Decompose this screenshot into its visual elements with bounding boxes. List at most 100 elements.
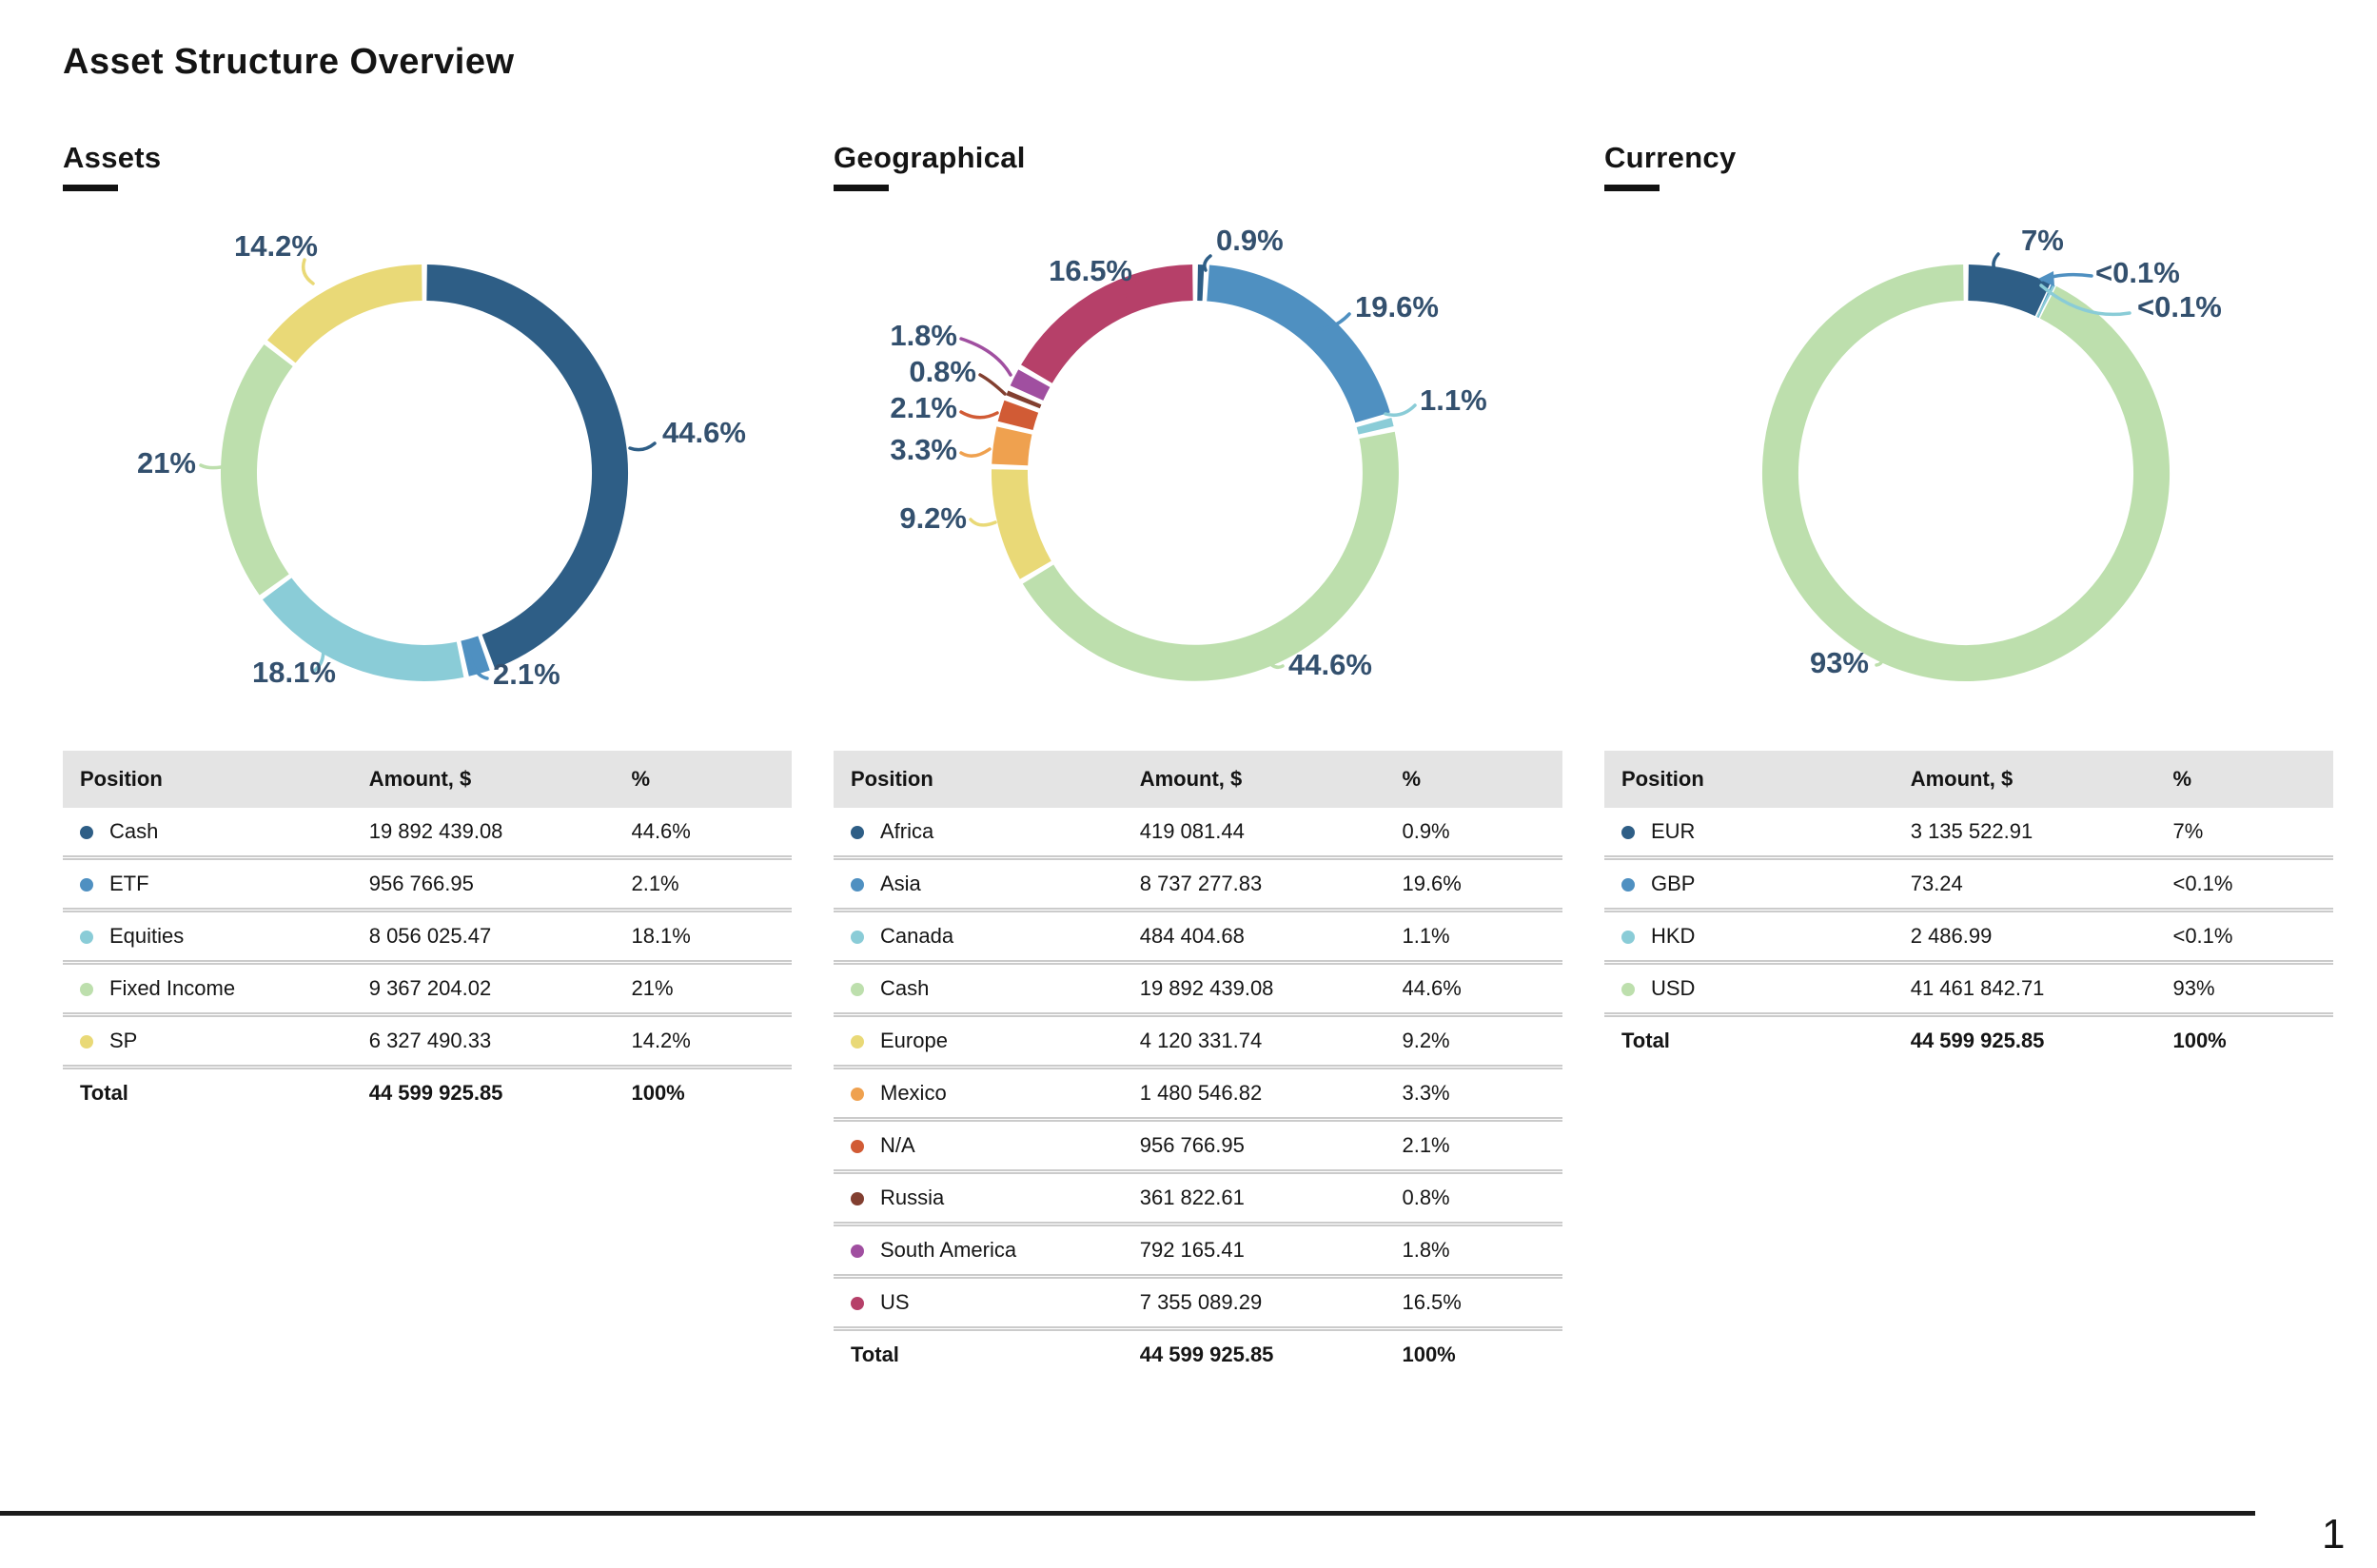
- amount-cell: 1 480 546.82: [1139, 1067, 1403, 1120]
- currency-table: Position Amount, $% EUR 3 135 522.91 7% GBP 73…: [1604, 751, 2333, 1065]
- donut-percent-label: 18.1%: [252, 656, 336, 689]
- amount-cell: 8 056 025.47: [368, 910, 632, 963]
- label-leader-line: [1315, 312, 1351, 331]
- column-header: Position: [834, 751, 1140, 808]
- series-color-dot: [851, 1245, 864, 1258]
- series-color-dot: [851, 1140, 864, 1153]
- position-cell: Fixed Income: [63, 962, 369, 1015]
- label-leader-line: [468, 654, 489, 680]
- amount-cell: 7 355 089.29: [1139, 1276, 1403, 1329]
- table-row: Russia 361 822.61 0.8%: [834, 1171, 1562, 1225]
- amount-cell: 956 766.95: [1139, 1119, 1403, 1172]
- amount-cell: 361 822.61: [1139, 1171, 1403, 1225]
- series-color-dot: [80, 931, 93, 944]
- table-total-row: Total 44 599 925.85 100%: [834, 1328, 1562, 1379]
- label-leader-line: [978, 373, 1007, 396]
- percent-cell: 93%: [2172, 962, 2333, 1015]
- table-row: ETF 956 766.95 2.1%: [63, 857, 792, 911]
- donut-chart-geographical: 0.9% 19.6% 1.1% 44.6% 9.2% 3.3% 2.1%0.8%1.8% 16…: [890, 224, 1486, 681]
- column-header: %: [631, 751, 792, 808]
- position-cell: South America: [834, 1224, 1140, 1277]
- position-cell: Canada: [834, 910, 1140, 963]
- label-leader-line: [969, 518, 997, 527]
- position-label: Mexico: [880, 1081, 947, 1105]
- series-color-dot: [851, 1297, 864, 1310]
- table-row: USD 41 461 842.71 93%: [1604, 962, 2333, 1015]
- donut-segment-mexico: [992, 426, 1032, 466]
- series-color-dot: [1621, 931, 1635, 944]
- total-label-cell: Total: [63, 1067, 369, 1117]
- donut-segment-cash: [1022, 431, 1399, 681]
- series-color-dot: [851, 826, 864, 839]
- geographical-table: Position Amount, $% Africa 419 081.44 0.9% As…: [834, 751, 1562, 1379]
- total-amount-cell: 44 599 925.85: [1910, 1014, 2173, 1065]
- percent-cell: 16.5%: [1402, 1276, 1562, 1329]
- series-color-dot: [80, 1035, 93, 1049]
- label-leader-line: [959, 447, 992, 458]
- position-label: USD: [1651, 976, 1696, 1000]
- donut-segment-russia: [1006, 390, 1042, 409]
- table-row: US 7 355 089.29 16.5%: [834, 1276, 1562, 1329]
- amount-cell: 3 135 522.91: [1910, 808, 2173, 858]
- position-label: Equities: [109, 924, 185, 948]
- series-color-dot: [851, 983, 864, 996]
- column-header: %: [1402, 751, 1562, 808]
- percent-cell: 3.3%: [1402, 1067, 1562, 1120]
- donut-segment-etf: [461, 636, 490, 676]
- donut-segment-eur: [1967, 265, 2051, 317]
- series-color-dot: [851, 878, 864, 892]
- label-leader-line: [1120, 275, 1139, 299]
- label-leader-line: [1992, 252, 2000, 274]
- percent-cell: 18.1%: [631, 910, 792, 963]
- position-cell: SP: [63, 1014, 369, 1068]
- section-currency: Currency 7% <0.1% <0.1% 93% Position Amount,…: [1604, 143, 2333, 1065]
- column-header: %: [2172, 751, 2333, 808]
- donut-percent-label: 21%: [137, 446, 196, 480]
- donut-percent-label: 2.1%: [493, 657, 560, 691]
- donut-percent-label: 7%: [2021, 224, 2064, 257]
- donut-percent-label: 93%: [1810, 646, 1869, 679]
- table-row: Cash 19 892 439.08 44.6%: [63, 808, 792, 858]
- donut-percent-label: 1.8%: [890, 319, 957, 352]
- donut-segment-fixed-income: [221, 343, 293, 596]
- donut-percent-label: 16.5%: [1049, 254, 1132, 287]
- percent-cell: 0.9%: [1402, 808, 1562, 858]
- label-leader-line: [311, 640, 325, 674]
- donut-percent-label: <0.1%: [2137, 290, 2222, 323]
- position-label: Cash: [880, 976, 930, 1000]
- percent-cell: 1.8%: [1402, 1224, 1562, 1277]
- section-assets: Assets 44.6% 2.1% 18.1% 21% 14.2% Position Am…: [63, 143, 792, 1117]
- donut-segment-n-a: [997, 400, 1039, 431]
- donut-segment-asia: [1206, 265, 1390, 423]
- percent-cell: 1.1%: [1402, 910, 1562, 963]
- column-header: Position: [63, 751, 369, 808]
- column-header: Amount, $: [368, 751, 632, 808]
- series-color-dot: [851, 1192, 864, 1205]
- table-row: Cash 19 892 439.08 44.6%: [834, 962, 1562, 1015]
- donut-segment-usd: [1762, 265, 2170, 681]
- donut-segment-sp: [267, 265, 423, 363]
- position-cell: EUR: [1604, 808, 1911, 858]
- table-header-row: Position Amount, $%: [63, 751, 792, 808]
- amount-cell: 419 081.44: [1139, 808, 1403, 858]
- table-row: Mexico 1 480 546.82 3.3%: [834, 1067, 1562, 1120]
- amount-cell: 19 892 439.08: [368, 808, 632, 858]
- section-heading-currency: Currency: [1604, 141, 1737, 174]
- position-cell: Africa: [834, 808, 1140, 858]
- percent-cell: 19.6%: [1402, 857, 1562, 911]
- series-color-dot: [851, 1088, 864, 1101]
- donut-percent-label: 19.6%: [1355, 290, 1439, 323]
- position-cell: US: [834, 1276, 1140, 1329]
- donut-percent-label: 44.6%: [1288, 648, 1372, 681]
- heading-underline: [63, 185, 118, 191]
- series-color-dot: [1621, 826, 1635, 839]
- table-row: Africa 419 081.44 0.9%: [834, 808, 1562, 858]
- total-label-cell: Total: [834, 1328, 1140, 1379]
- table-row: N/A 956 766.95 2.1%: [834, 1119, 1562, 1172]
- donut-chart-currency: 7% <0.1%<0.1% 93%: [1762, 224, 2222, 681]
- position-label: EUR: [1651, 819, 1696, 843]
- position-label: Canada: [880, 924, 954, 948]
- series-color-dot: [1621, 878, 1635, 892]
- table-header-row: Position Amount, $%: [1604, 751, 2333, 808]
- donut-percent-label: 0.8%: [909, 355, 976, 388]
